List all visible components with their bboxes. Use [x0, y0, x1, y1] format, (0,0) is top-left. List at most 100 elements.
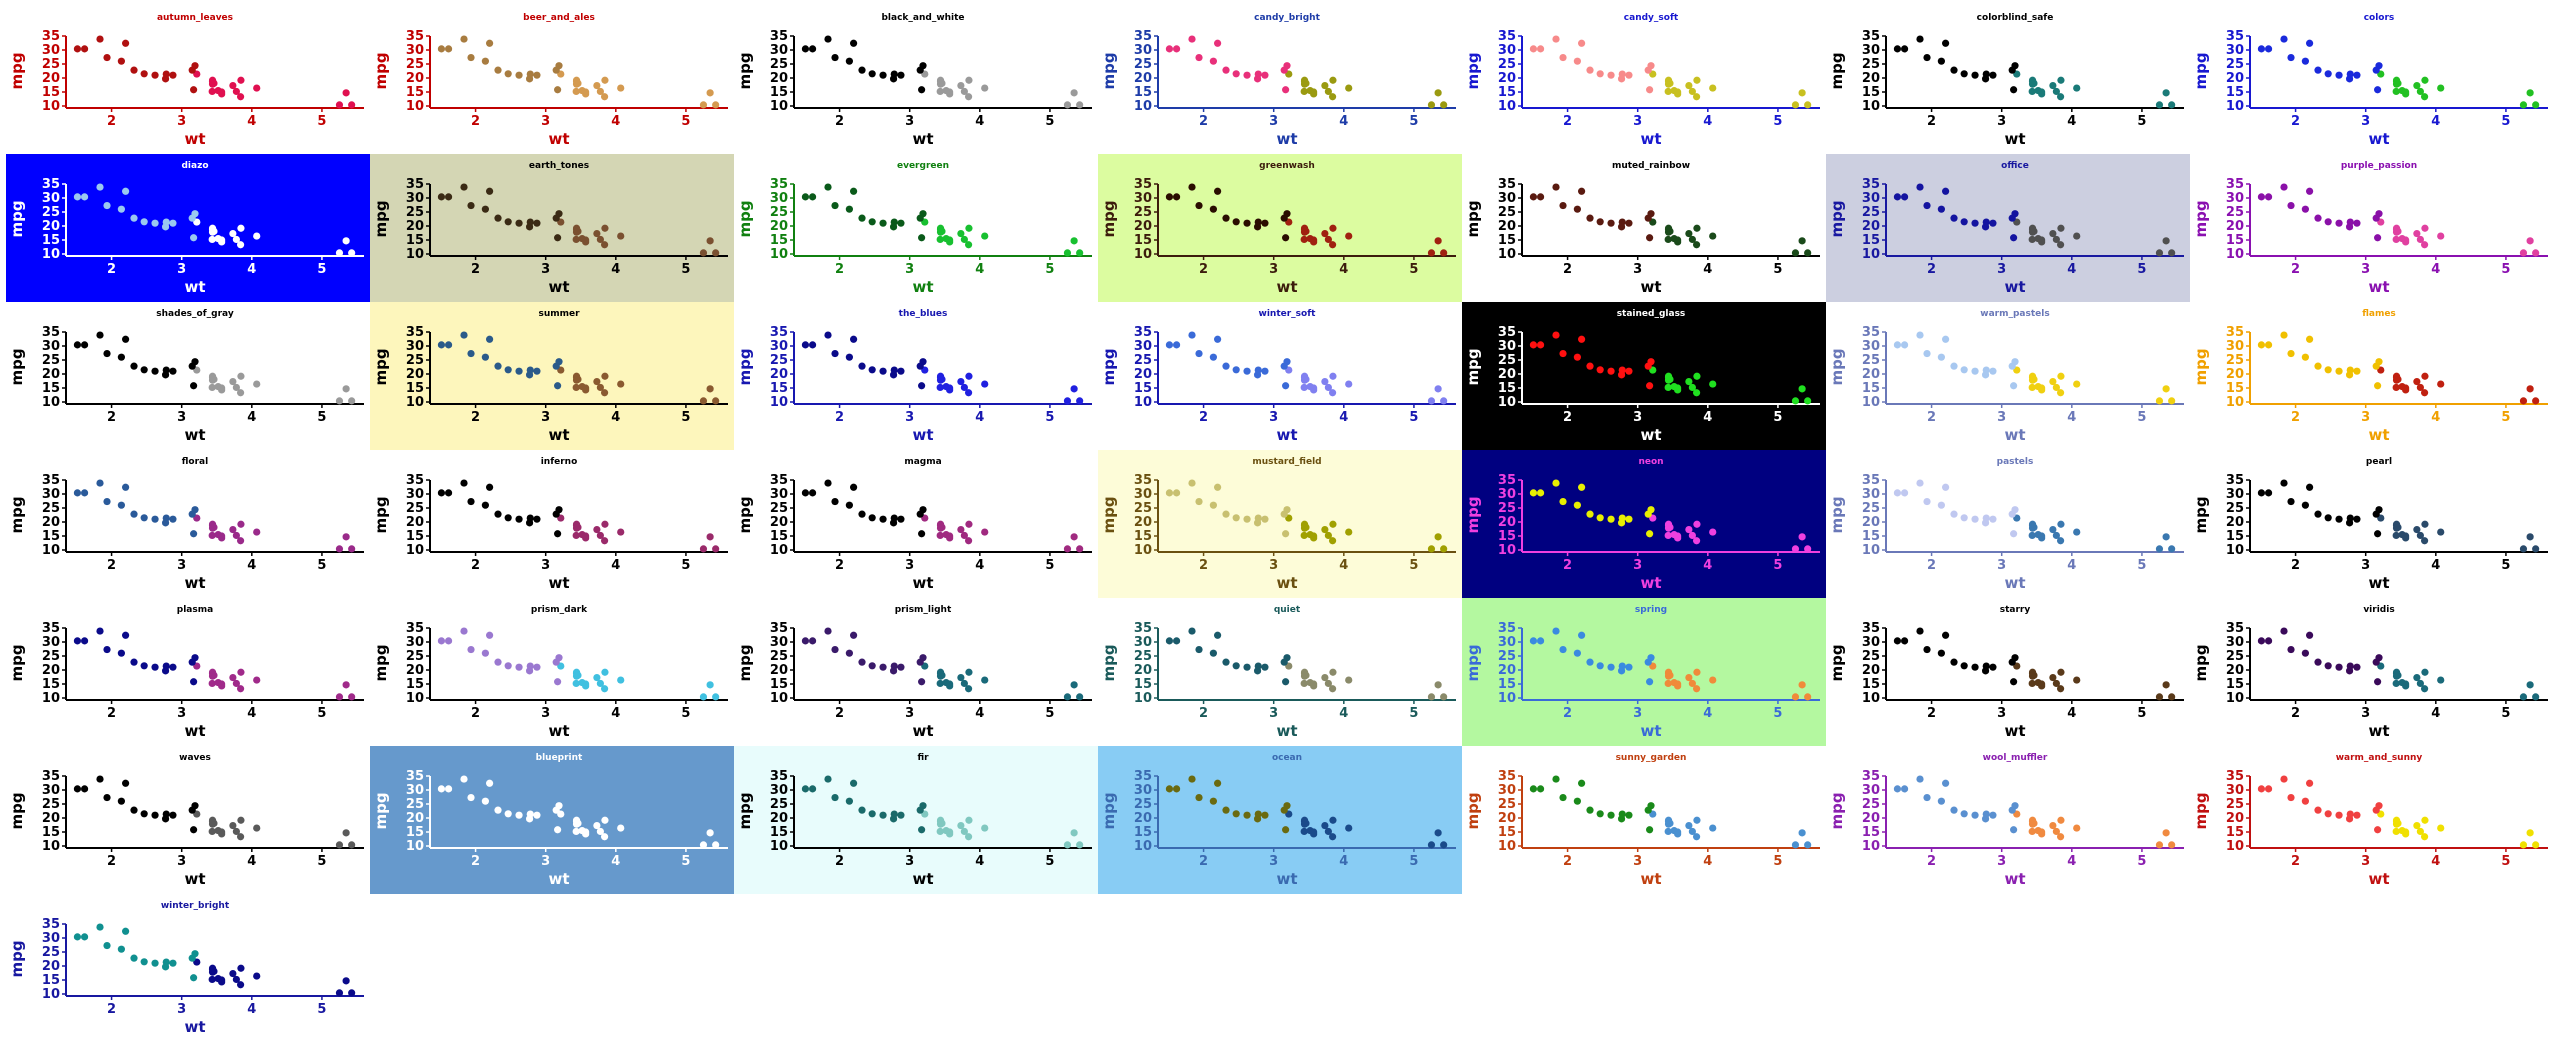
y-tick-label: 10 — [1498, 839, 1516, 854]
scatter-point — [96, 331, 104, 339]
scatter-point — [981, 676, 989, 684]
x-tick-label: 2 — [2291, 558, 2300, 573]
y-tick-label: 20 — [2226, 71, 2244, 86]
y-axis-label: mpg — [1464, 200, 1482, 237]
x-axis-label: wt — [184, 574, 205, 592]
x-tick-label: 5 — [2137, 558, 2146, 573]
scatter-point — [2257, 193, 2266, 201]
scatter-point — [1280, 510, 1288, 518]
x-tick-label: 5 — [1773, 706, 1782, 721]
x-tick-label: 3 — [541, 114, 550, 129]
scatter-point — [850, 335, 858, 343]
scatter-point — [140, 70, 148, 78]
y-axis-label: mpg — [2192, 348, 2210, 385]
scatter-point — [845, 649, 853, 657]
scatter-point — [1942, 483, 1950, 491]
scatter-point — [1559, 349, 1567, 358]
x-tick-label: 5 — [1045, 854, 1054, 869]
scatter-point — [1559, 645, 1567, 654]
scatter-point — [253, 972, 261, 980]
scatter-point — [190, 382, 198, 390]
scatter-point — [526, 366, 534, 374]
panel-title: floral — [182, 457, 208, 467]
scatter-point — [1345, 232, 1353, 240]
scatter-point — [80, 193, 89, 201]
scatter-point — [1434, 681, 1442, 689]
panel-winter-bright: winter_bright 2 3 4 5 10 15 20 25 30 35 wt mpg — [6, 894, 370, 1042]
y-axis-label: mpg — [372, 200, 390, 237]
scatter-point — [2526, 681, 2534, 689]
y-tick-label: 15 — [2226, 85, 2244, 100]
scatter-point — [946, 680, 954, 688]
scatter-point — [1709, 380, 1717, 388]
scatter-point — [1625, 663, 1633, 671]
scatter-point — [1324, 531, 1332, 540]
scatter-point — [808, 193, 817, 201]
scatter-point — [1280, 806, 1288, 814]
scatter-point — [342, 681, 350, 689]
y-tick-label: 10 — [1498, 395, 1516, 410]
y-tick-label: 30 — [2226, 487, 2244, 502]
x-axis-label: wt — [184, 870, 205, 888]
scatter-point — [218, 680, 226, 688]
x-tick-label: 5 — [1773, 558, 1782, 573]
scatter-point — [2287, 349, 2295, 358]
scatter-point — [936, 827, 944, 836]
y-tick-label: 30 — [1862, 191, 1880, 206]
scatter-point — [526, 810, 534, 818]
scatter-point — [1607, 367, 1615, 375]
scatter-point — [712, 101, 720, 109]
x-tick-label: 4 — [975, 558, 984, 573]
y-tick-label: 25 — [1862, 353, 1880, 368]
x-axis-label: wt — [912, 722, 933, 740]
scatter-point — [1586, 214, 1594, 222]
scatter-point — [1942, 39, 1950, 47]
scatter-point — [981, 528, 989, 536]
scatter-point — [1328, 685, 1337, 693]
scatter-point — [237, 816, 245, 824]
scatter-point — [169, 811, 177, 819]
scatter-point — [481, 353, 489, 361]
scatter-point — [533, 663, 541, 671]
scatter-point — [946, 828, 954, 836]
x-tick-label: 2 — [1927, 410, 1936, 425]
scatter-point — [2010, 826, 2018, 834]
scatter-point — [1900, 193, 1909, 201]
x-tick-label: 4 — [1339, 558, 1348, 573]
scatter-point — [342, 829, 350, 837]
x-tick-label: 3 — [905, 854, 914, 869]
panel-title: autumn_leaves — [157, 13, 233, 23]
scatter-point — [2420, 685, 2429, 693]
y-axis-label: mpg — [8, 496, 26, 533]
panel-title: plasma — [177, 605, 213, 615]
scatter-point — [712, 693, 720, 701]
x-tick-label: 5 — [681, 114, 690, 129]
scatter-point — [2168, 249, 2176, 257]
scatter-point — [957, 525, 965, 534]
scatter-point — [1552, 35, 1560, 43]
scatter-point — [1791, 841, 1800, 849]
x-tick-label: 5 — [1409, 854, 1418, 869]
scatter-point — [1971, 367, 1979, 375]
scatter-point — [868, 70, 876, 78]
scatter-point — [1324, 87, 1332, 96]
scatter-point — [130, 658, 138, 666]
x-tick-label: 3 — [1269, 706, 1278, 721]
panel-blueprint: blueprint 2 3 4 5 10 15 20 25 30 35 wt mpg — [370, 746, 734, 894]
scatter-point — [1685, 377, 1693, 386]
y-tick-label: 35 — [1498, 621, 1516, 636]
scatter-point — [2392, 672, 2401, 680]
scatter-point — [460, 183, 468, 191]
scatter-point — [232, 975, 240, 984]
y-tick-label: 30 — [406, 191, 424, 206]
y-tick-label: 15 — [1498, 85, 1516, 100]
scatter-point — [554, 86, 562, 94]
panel-warm-and-sunny: warm_and_sunny 2 3 4 5 10 15 20 25 30 35 wt mpg — [2190, 746, 2554, 894]
x-tick-label: 4 — [2431, 706, 2440, 721]
y-tick-label: 35 — [42, 325, 60, 340]
scatter-point — [504, 218, 512, 226]
scatter-point — [1923, 349, 1931, 358]
